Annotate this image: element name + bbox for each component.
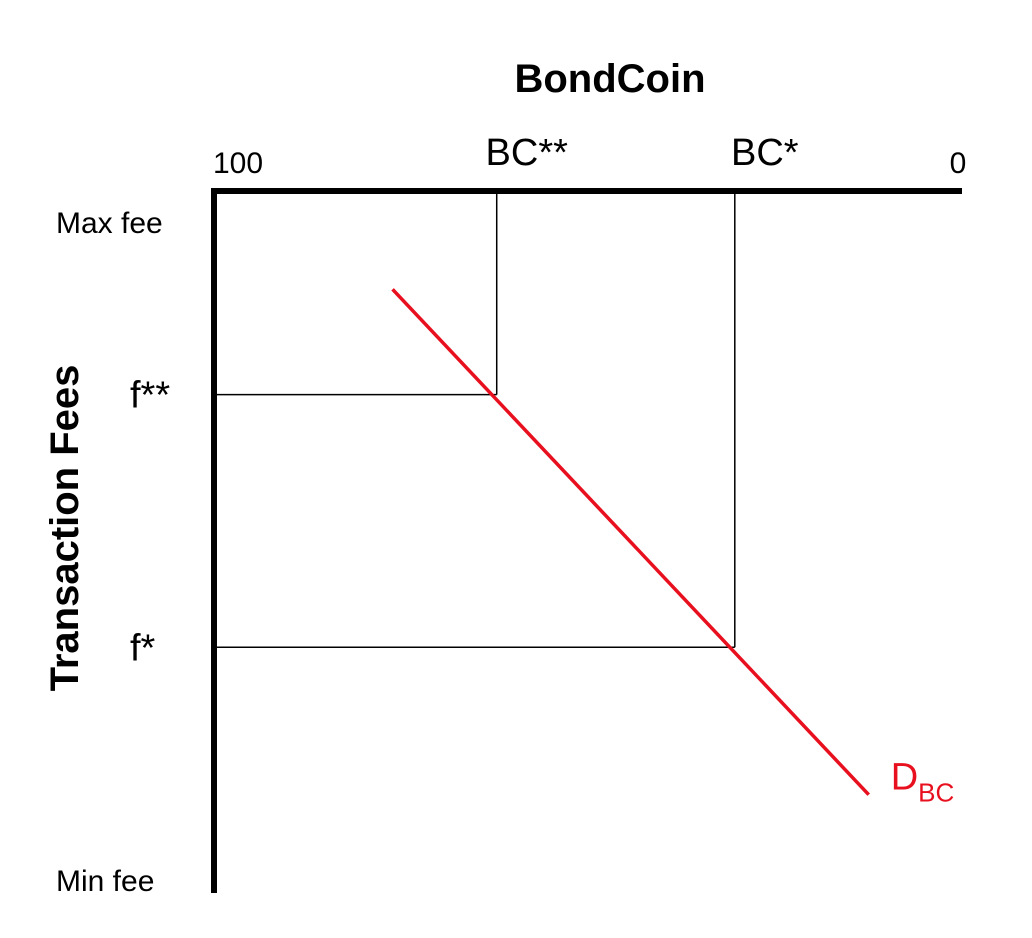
y-axis-title: Transaction Fees: [43, 365, 87, 692]
x-tick-label: BC*: [731, 132, 799, 174]
guide-lines: [214, 191, 736, 649]
x-tick-label: BC**: [486, 132, 569, 174]
x-axis-left-end-label: 100: [213, 147, 263, 180]
x-axis-right-end-label: 0: [950, 147, 967, 180]
demand-curve-line: [391, 288, 870, 796]
y-axis-min-fee-label: Min fee: [56, 865, 154, 898]
y-tick-label: f*: [130, 627, 156, 669]
demand-curve-label: DBC: [891, 757, 955, 808]
x-axis-marked-ticks: BC** BC*: [486, 132, 799, 174]
demand-label-main: D: [891, 757, 918, 799]
y-axis-max-fee-label: Max fee: [56, 207, 163, 240]
chart-title: BondCoin: [514, 57, 705, 101]
y-axis-marked-ticks: f** f*: [130, 375, 170, 670]
demand-label-subscript: BC: [918, 778, 954, 808]
y-tick-label: f**: [130, 375, 170, 417]
series-layer: DBC: [391, 288, 955, 808]
